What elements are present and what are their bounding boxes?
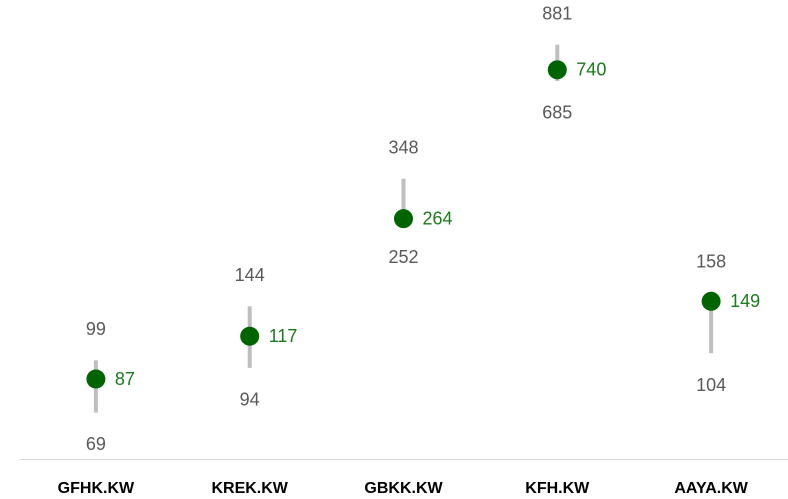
high-label: 881 [542,3,572,23]
value-label: 117 [269,326,298,346]
high-label: 99 [86,319,106,339]
dot [547,60,567,80]
x-tick-label: GFHK.KW [58,480,135,497]
x-tick-label: AAYA.KW [674,480,748,497]
x-tick-label: KREK.KW [211,480,288,497]
dot [240,326,260,346]
low-label: 252 [388,247,418,267]
dot [86,369,106,389]
value-label: 264 [423,208,453,228]
value-label: 740 [576,60,606,80]
low-label: 104 [696,375,726,395]
low-label: 685 [542,103,572,123]
dot [701,291,721,311]
high-label: 348 [388,138,418,158]
value-label: 87 [115,369,135,389]
x-tick-label: GBKK.KW [364,480,443,497]
low-label: 69 [86,434,106,454]
high-label: 144 [235,265,265,285]
high-label: 158 [696,252,726,272]
low-label: 94 [240,390,260,410]
dot [394,209,413,229]
x-tick-label: KFH.KW [525,480,590,497]
value-label: 149 [730,291,760,311]
